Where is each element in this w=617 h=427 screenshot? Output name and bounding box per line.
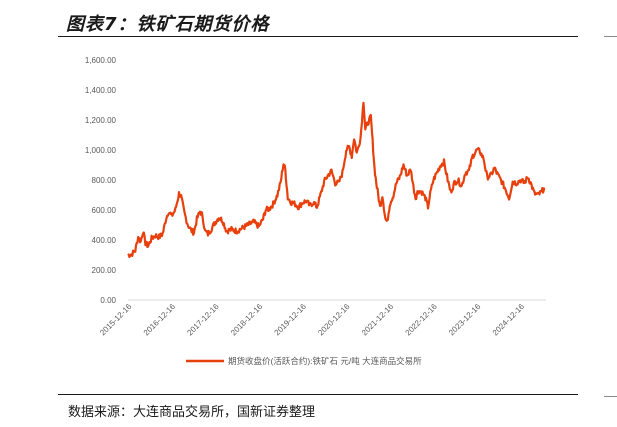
y-tick-label: 1,000.00	[85, 146, 117, 155]
x-tick-label: 2024-12-16	[491, 302, 527, 338]
x-tick-label: 2016-12-16	[142, 302, 178, 338]
source-note: 数据来源：大连商品交易所，国新证券整理	[68, 401, 315, 420]
x-tick-label: 2017-12-16	[185, 302, 221, 338]
x-tick-label: 2023-12-16	[447, 302, 483, 338]
x-tick-label: 2015-12-16	[98, 302, 134, 338]
y-tick-label: 1,400.00	[85, 86, 117, 95]
y-tick-label: 0.00	[100, 296, 116, 305]
series-layer	[128, 103, 544, 257]
y-tick-label: 600.00	[92, 206, 117, 215]
legend-label: 期货收盘价(活跃合约):铁矿石 元/吨 大连商品交易所	[228, 356, 422, 366]
x-axis: 2015-12-16 2016-12-16 2017-12-16 2018-12-16…	[98, 300, 546, 337]
x-tick-label: 2019-12-16	[273, 302, 309, 338]
x-tick-label: 2020-12-16	[316, 302, 352, 338]
x-tick-label: 2022-12-16	[403, 302, 439, 338]
series-line	[128, 103, 544, 257]
y-tick-label: 1,600.00	[85, 56, 117, 65]
y-axis: 0.00 200.00 400.00 600.00 800.00 1,000.00 1,20…	[85, 56, 117, 305]
y-tick-label: 200.00	[92, 266, 117, 275]
x-tick-label: 2021-12-16	[360, 302, 396, 338]
edge-mark-bottom	[604, 396, 617, 397]
source-divider	[58, 394, 578, 395]
y-tick-label: 400.00	[92, 236, 117, 245]
y-tick-label: 1,200.00	[85, 116, 117, 125]
y-tick-label: 800.00	[92, 176, 117, 185]
x-tick-label: 2018-12-16	[229, 302, 265, 338]
legend: 期货收盘价(活跃合约):铁矿石 元/吨 大连商品交易所	[186, 356, 422, 366]
